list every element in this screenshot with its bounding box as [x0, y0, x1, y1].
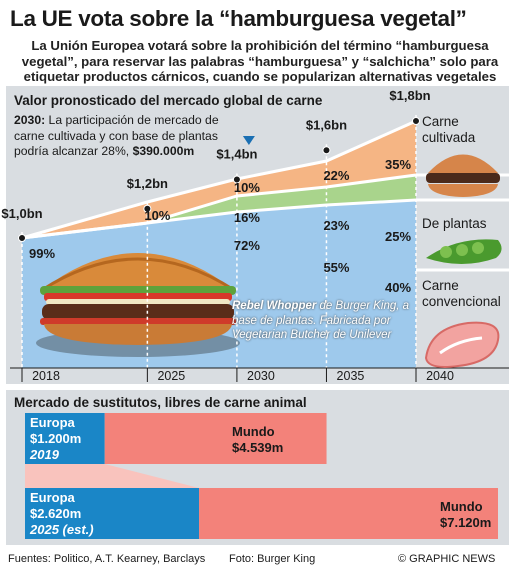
- total-point: [412, 117, 420, 125]
- europa-label: Europa: [30, 490, 76, 505]
- caption-bold: Rebel Whopper: [232, 300, 317, 312]
- x-tick-label: 2025: [157, 369, 185, 383]
- forecast-note: 2030: La participación de mercado de car…: [14, 113, 219, 160]
- area-boundary-line: [21, 173, 417, 240]
- mundo-bar: [104, 413, 327, 464]
- legend-label: De plantas: [422, 216, 487, 231]
- x-tick-label: 2018: [32, 369, 60, 383]
- caption-rest: de Burger King, a base de plantas. Fabri…: [232, 300, 410, 341]
- europa-label: Europa: [30, 415, 76, 430]
- share-label: 40%: [385, 280, 411, 295]
- share-label: 72%: [234, 238, 260, 253]
- mundo-bar: [199, 488, 498, 539]
- europa-value: $1.200m: [30, 431, 81, 446]
- x-axis: 2018 2025 2030 2035 2040: [10, 367, 509, 383]
- share-label: 23%: [323, 218, 349, 233]
- x-tick-label: 2040: [426, 369, 454, 383]
- total-point: [232, 175, 241, 184]
- legend-label: cultivada: [422, 130, 476, 145]
- footer-sources: Fuentes: Politico, A.T. Kearney, Barclay…: [8, 553, 206, 565]
- legend-label: convencional: [422, 294, 501, 309]
- total-label: $1,6bn: [306, 117, 347, 132]
- share-label: 35%: [385, 157, 411, 172]
- legend-icons: [424, 154, 502, 368]
- europa-value: $2.620m: [30, 506, 81, 521]
- mundo-label: Mundo: [440, 499, 483, 514]
- burger-photo: [36, 253, 240, 357]
- total-label: $1,0bn: [1, 206, 42, 221]
- x-tick-label: 2030: [247, 369, 275, 383]
- total-label: $1,2bn: [127, 176, 168, 191]
- total-label: $1,8bn: [389, 88, 430, 103]
- mundo-value: $7.120m: [440, 515, 491, 530]
- share-label: 10%: [234, 180, 260, 195]
- share-label: 99%: [29, 246, 55, 261]
- market-chart-title: Valor pronosticado del mercado global de…: [14, 93, 323, 108]
- bar-connector: [25, 464, 200, 488]
- substitutes-chart-title: Mercado de sustitutos, libres de carne a…: [14, 395, 307, 410]
- bar-year: 2019: [29, 447, 60, 462]
- peas-icon: [426, 239, 502, 264]
- note-text: La participación de mercado de carne cul…: [14, 113, 219, 158]
- legend-label: Carne: [422, 278, 459, 293]
- footer-photo-credit: Foto: Burger King: [229, 553, 316, 565]
- page-title: La UE vota sobre la “hamburguesa vegetal…: [10, 6, 467, 31]
- europa-bar: [25, 488, 200, 539]
- share-label: 16%: [234, 210, 260, 225]
- note-year: 2030:: [14, 113, 46, 127]
- substitutes-bar-chart: Europa$1.200m2019Mundo$4.539mEuropa$2.62…: [25, 413, 498, 539]
- photo-caption: Rebel Whopper de Burger King, a base de …: [232, 299, 412, 343]
- europa-bar: [25, 413, 105, 464]
- subtitle: La Unión Europea votará sobre la prohibi…: [21, 38, 499, 84]
- total-point: [322, 146, 331, 155]
- share-label: 25%: [385, 229, 411, 244]
- legend-label: Carne: [422, 114, 459, 129]
- market-area-chart: $1,0bn $1,2bn $1,4bn $1,6bn $1,8bn 99% 72% 55% 4…: [1, 88, 509, 383]
- share-label: 55%: [323, 260, 349, 275]
- area-plants: [22, 175, 416, 238]
- footer-brand: © GRAPHIC NEWS: [398, 553, 496, 565]
- cultivated-meat-icon: [426, 154, 500, 197]
- share-label: 22%: [323, 168, 349, 183]
- total-label: $1,4bn: [216, 147, 257, 162]
- note-pointer-icon: [242, 136, 255, 145]
- share-label: 10%: [144, 208, 170, 223]
- area-cultivated: [22, 121, 416, 238]
- note-value: $390.000m: [132, 144, 195, 158]
- bar-year: 2025 (est.): [29, 522, 94, 537]
- mundo-value: $4.539m: [232, 440, 283, 455]
- x-tick-label: 2035: [337, 369, 365, 383]
- total-point: [143, 204, 152, 213]
- steak-icon: [424, 321, 500, 368]
- total-point: [18, 234, 26, 242]
- mundo-label: Mundo: [232, 424, 275, 439]
